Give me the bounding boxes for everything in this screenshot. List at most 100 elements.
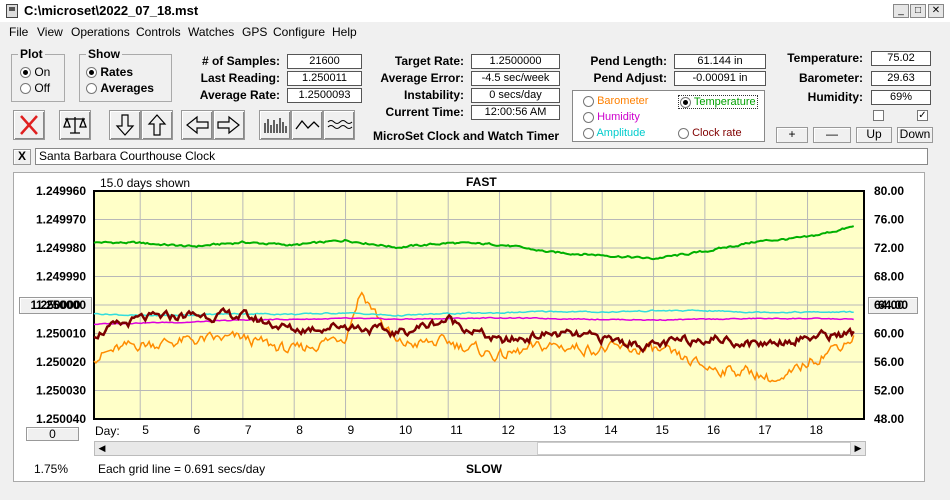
menu-gps[interactable]: GPS: [242, 25, 268, 39]
overlay-barometer-radio[interactable]: Barometer: [583, 95, 648, 107]
x-tick-label: 16: [707, 423, 721, 437]
window-title: C:\microset\2022_07_18.mst: [24, 3, 199, 18]
plus-button[interactable]: +: [776, 127, 808, 143]
fast-label: FAST: [466, 175, 497, 189]
y-left-tick-label: 1.250000: [36, 298, 86, 312]
x-tick-label: 18: [810, 423, 824, 437]
app-name: MicroSet Clock and Watch Timer: [373, 129, 560, 143]
overlay-clock-rate-radio[interactable]: Clock rate: [678, 127, 742, 139]
arrow-right-icon: [217, 115, 240, 135]
horizontal-scrollbar[interactable]: ◀ ▶: [94, 441, 866, 456]
plot-on-radio[interactable]: On: [20, 65, 50, 79]
wave-icon: [295, 119, 320, 130]
x-tick-label: 17: [758, 423, 772, 437]
average-error-label: Average Error:: [380, 71, 464, 85]
samples-label: # of Samples:: [201, 54, 280, 68]
menu-help[interactable]: Help: [332, 25, 357, 39]
series-line-clock-rate: [93, 306, 855, 354]
show-group: Show Rates Averages: [79, 47, 172, 102]
arrow-up-button[interactable]: [141, 110, 173, 140]
series-line-humidity: [94, 316, 854, 326]
menu-view[interactable]: View: [37, 25, 63, 39]
menu-bar: File View Operations Controls Watches GP…: [0, 22, 950, 42]
arrow-right-button[interactable]: [213, 110, 245, 140]
checkbox-2[interactable]: ✓: [917, 110, 928, 121]
y-left-tick-label: 1.249960: [36, 184, 86, 198]
pend-adjust-label: Pend Adjust:: [593, 71, 667, 85]
bar-view-button[interactable]: [259, 110, 291, 140]
pend-length-field[interactable]: 61.144 in: [674, 54, 766, 69]
right-scale-button[interactable]: 64.00: [868, 297, 918, 314]
menu-controls[interactable]: Controls: [136, 25, 181, 39]
y-left-tick-label: 1.249970: [36, 213, 86, 227]
y-right-tick-label: 52.00: [874, 384, 904, 398]
balance-button[interactable]: [59, 110, 91, 140]
app-icon[interactable]: [6, 4, 18, 18]
left-scale-button[interactable]: 1.250000: [19, 297, 92, 314]
target-rate-field[interactable]: 1.2500000: [471, 54, 560, 69]
clear-clock-button[interactable]: X: [13, 149, 31, 165]
y-right-tick-label: 76.00: [874, 213, 904, 227]
arrow-down-icon: [115, 114, 135, 136]
bar-chart-icon: [264, 118, 287, 133]
x-tick-label: 13: [553, 423, 567, 437]
maximize-button[interactable]: □: [910, 4, 926, 18]
y-left-tick-label: 1.249980: [36, 241, 86, 255]
overlay-humidity-radio[interactable]: Humidity: [583, 111, 640, 123]
noise-view-button[interactable]: [323, 110, 355, 140]
y-right-tick-label: 64.00: [874, 298, 904, 312]
pend-adjust-field: -0.00091 in: [674, 71, 766, 86]
minimize-button[interactable]: _: [893, 4, 909, 18]
target-rate-label: Target Rate:: [394, 54, 464, 68]
x-tick-label: 7: [245, 423, 252, 437]
x-tick-label: 10: [399, 423, 413, 437]
pend-length-label: Pend Length:: [590, 54, 667, 68]
cancel-button[interactable]: [13, 110, 45, 140]
down-button[interactable]: Down: [897, 127, 933, 143]
minus-button[interactable]: —: [813, 127, 851, 143]
y-right-tick-label: 48.00: [874, 412, 904, 426]
show-averages-radio[interactable]: Averages: [86, 81, 154, 95]
overlay-amplitude-radio[interactable]: Amplitude: [583, 127, 645, 139]
x-tick-label: 9: [348, 423, 355, 437]
series-line-temperature: [93, 225, 855, 261]
scroll-right-arrow[interactable]: ▶: [854, 443, 862, 453]
plot-border: [93, 190, 865, 420]
y-right-tick-label: 60.00: [874, 327, 904, 341]
zero-button[interactable]: 0: [26, 427, 79, 441]
instability-label: Instability:: [403, 88, 464, 102]
overlay-temperature-radio[interactable]: Temperature: [678, 95, 758, 109]
scroll-thumb[interactable]: [537, 442, 851, 455]
menu-configure[interactable]: Configure: [273, 25, 326, 39]
average-rate-field: 1.2500093: [287, 88, 362, 103]
scroll-left-arrow[interactable]: ◀: [98, 443, 106, 453]
squiggle-icon: [327, 120, 353, 129]
menu-file[interactable]: File: [9, 25, 29, 39]
scale-icon: [63, 117, 87, 134]
plot-off-radio[interactable]: Off: [20, 81, 50, 95]
menu-operations[interactable]: Operations: [71, 25, 130, 39]
show-rates-radio[interactable]: Rates: [86, 65, 133, 79]
series-line-amplitude: [93, 309, 854, 317]
last-reading-field: 1.250011: [287, 71, 362, 86]
last-reading-label: Last Reading:: [200, 71, 280, 85]
temperature-field: 75.02: [871, 51, 931, 66]
x-tick-label: 6: [194, 423, 201, 437]
close-window-button[interactable]: ✕: [928, 4, 944, 18]
checkbox-1[interactable]: [873, 110, 884, 121]
clock-name-field[interactable]: Santa Barbara Courthouse Clock: [35, 148, 928, 165]
x-tick-label: 12: [502, 423, 516, 437]
line-view-button[interactable]: [291, 110, 323, 140]
y-left-tick-label: 1.249990: [36, 270, 86, 284]
menu-watches[interactable]: Watches: [188, 25, 235, 39]
y-left-tick-label: 1.250010: [36, 327, 86, 341]
up-button[interactable]: Up: [856, 127, 892, 143]
grid-note: Each grid line = 0.691 secs/day: [98, 462, 266, 476]
overlay-selector: Barometer Temperature Humidity Amplitude…: [572, 90, 765, 142]
x-tick-label: 5: [142, 423, 149, 437]
barometer-field: 29.63: [871, 71, 931, 86]
plot-group: Plot On Off: [11, 47, 65, 102]
arrow-down-button[interactable]: [109, 110, 141, 140]
x-tick-label: 8: [296, 423, 303, 437]
arrow-left-button[interactable]: [181, 110, 213, 140]
